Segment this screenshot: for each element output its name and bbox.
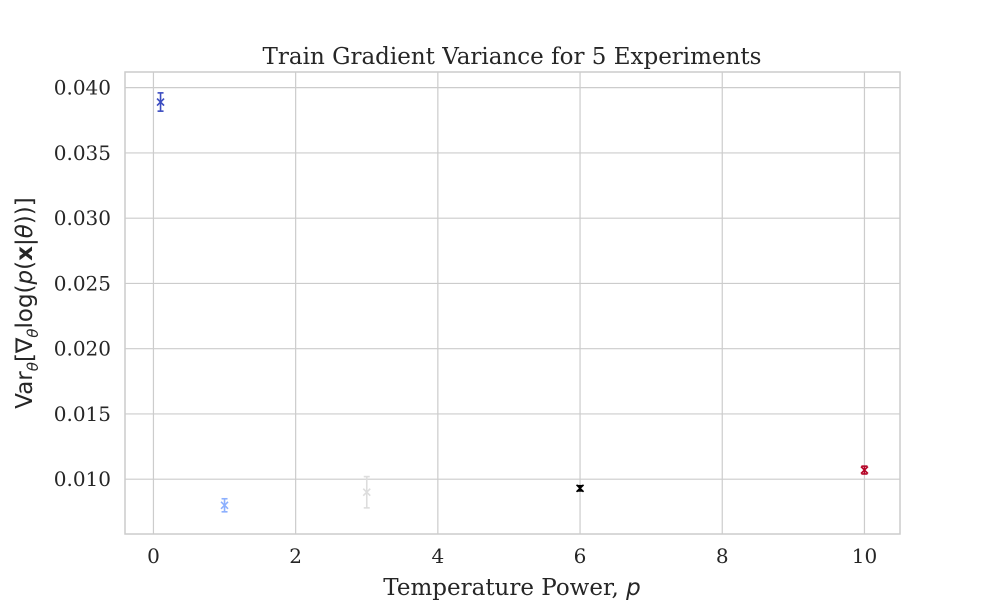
- x-tick-label-0: 0: [147, 544, 160, 568]
- y-tick-label-4: 0.030: [54, 206, 111, 230]
- data-point-1: [220, 497, 229, 513]
- x-marker-2: [362, 488, 371, 497]
- y-tick-label-1: 0.015: [54, 402, 111, 426]
- data-point-0: [156, 92, 165, 112]
- y-tick-labels: 0.010 0.015 0.020 0.025 0.030 0.035 0.040: [54, 76, 111, 492]
- x-axis-label: Temperature Power, p: [383, 575, 640, 600]
- grid: [125, 72, 900, 534]
- data-point-4: [860, 465, 869, 475]
- x-marker-1: [220, 501, 229, 510]
- x-tick-label-2: 4: [431, 544, 444, 568]
- x-axis-label-text: Temperature Power,: [383, 575, 626, 600]
- x-tick-label-1: 2: [289, 544, 302, 568]
- x-tick-label-4: 8: [716, 544, 729, 568]
- x-tick-label-3: 6: [574, 544, 587, 568]
- x-tick-labels: 0 2 4 6 8 10: [147, 544, 877, 568]
- y-tick-label-6: 0.040: [54, 76, 111, 100]
- x-marker-3: [575, 484, 585, 493]
- x-tick-label-5: 10: [852, 544, 877, 568]
- x-marker-0: [156, 97, 165, 107]
- data-point-2: [362, 475, 371, 509]
- chart-title: Train Gradient Variance for 5 Experiment…: [263, 44, 762, 70]
- y-tick-label-2: 0.020: [54, 337, 111, 361]
- y-tick-label-5: 0.035: [54, 141, 111, 165]
- data-points: [156, 92, 869, 513]
- y-tick-label-3: 0.025: [54, 271, 111, 295]
- x-axis-label-variable: p: [625, 575, 641, 600]
- data-point-3: [575, 484, 585, 493]
- y-tick-label-0: 0.010: [54, 467, 111, 491]
- x-marker-4: [860, 465, 869, 475]
- y-axis-label: Varθ[∇θlog(p(x|θ))]: [12, 197, 42, 408]
- plot-frame: [124, 71, 901, 535]
